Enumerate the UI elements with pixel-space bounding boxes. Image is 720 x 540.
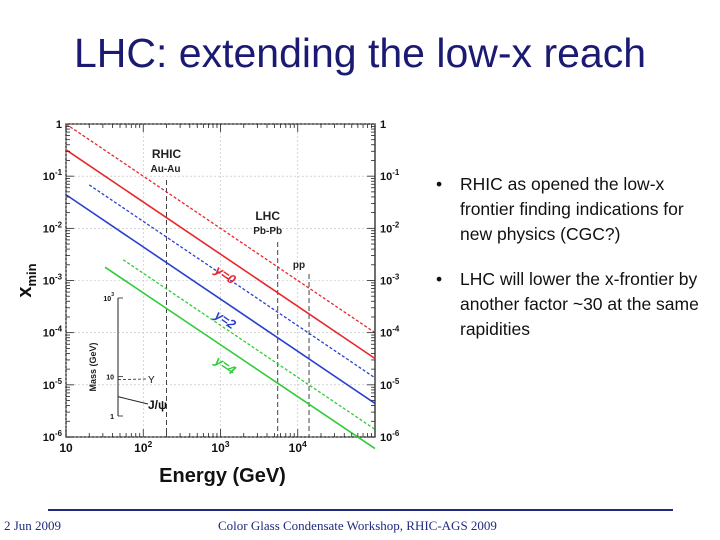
series-line-dashed bbox=[65, 123, 376, 334]
x-tick-label: 10 bbox=[59, 441, 73, 455]
x-tick-label: 103 bbox=[211, 439, 229, 455]
series-line-solid bbox=[65, 149, 376, 360]
x-axis-label: Energy (GeV) bbox=[159, 465, 286, 487]
x-tick-label: 102 bbox=[134, 439, 152, 455]
y-tick-label: 1 bbox=[56, 119, 62, 131]
inset-tick-label: 10 bbox=[106, 375, 114, 382]
y-tick-label: 10-1 bbox=[43, 168, 63, 183]
energy-marker-sublabel: pp bbox=[293, 260, 305, 271]
y-tick-label: 10-3 bbox=[43, 273, 63, 288]
footer-date: 2 Jun 2009 bbox=[4, 518, 62, 533]
series-line-solid bbox=[104, 266, 376, 450]
series-line-dashed bbox=[88, 184, 376, 379]
y-tick-label-right: 1 bbox=[380, 119, 386, 131]
series-line-dashed bbox=[122, 259, 376, 430]
inset-axis-label: Mass (GeV) bbox=[88, 342, 98, 391]
bullet-item: LHC will lower the x-frontier by another… bbox=[432, 267, 712, 342]
upsilon-label: Υ bbox=[148, 375, 155, 386]
bullet-item: RHIC as opened the low-x frontier findin… bbox=[432, 172, 712, 247]
jpsi-marker-line bbox=[117, 396, 149, 405]
jpsi-label: J/ψ bbox=[148, 398, 167, 412]
y-tick-label: 10-5 bbox=[43, 377, 63, 392]
chart-svg: 10 102 103 104 1 1 10-1 10-1 10-2 10-2 10-3 10-3 10-… bbox=[14, 119, 400, 487]
upsilon-marker-line bbox=[117, 378, 147, 380]
xmin-energy-chart: 10 102 103 104 1 1 10-1 10-1 10-2 10-2 10-3 10-3 10-… bbox=[0, 100, 430, 500]
y-tick-label-right: 10-3 bbox=[380, 273, 400, 288]
inset-tick-label: 103 bbox=[103, 292, 114, 303]
series-label: y=2 bbox=[211, 307, 239, 333]
y-tick-label: 10-4 bbox=[43, 325, 63, 340]
bullet-list: RHIC as opened the low-x frontier findin… bbox=[432, 172, 712, 362]
footer-event: Color Glass Condensate Workshop, RHIC-AG… bbox=[218, 518, 497, 533]
energy-marker-sublabel: Au-Au bbox=[151, 164, 181, 175]
y-tick-label-right: 10-2 bbox=[380, 220, 400, 235]
y-tick-label-right: 10-4 bbox=[380, 325, 400, 340]
y-tick-label: 10-2 bbox=[43, 220, 63, 235]
energy-marker-sublabel: Pb-Pb bbox=[253, 226, 282, 237]
series-line-solid bbox=[65, 194, 376, 405]
y-tick-label-right: 10-1 bbox=[380, 168, 400, 183]
footer-divider bbox=[48, 509, 673, 511]
inset-tick-label: 1 bbox=[110, 414, 114, 421]
energy-marker-label: LHC bbox=[255, 209, 280, 223]
series-label: y=4 bbox=[211, 352, 239, 378]
y-axis-label: xmin bbox=[14, 263, 39, 297]
slide-title: LHC: extending the low-x reach bbox=[73, 30, 647, 76]
y-tick-label-right: 10-5 bbox=[380, 377, 400, 392]
x-tick-label: 104 bbox=[289, 439, 307, 455]
y-tick-label: 10-6 bbox=[43, 429, 63, 444]
y-tick-label-right: 10-6 bbox=[380, 429, 400, 444]
energy-marker-label: RHIC bbox=[152, 147, 182, 161]
